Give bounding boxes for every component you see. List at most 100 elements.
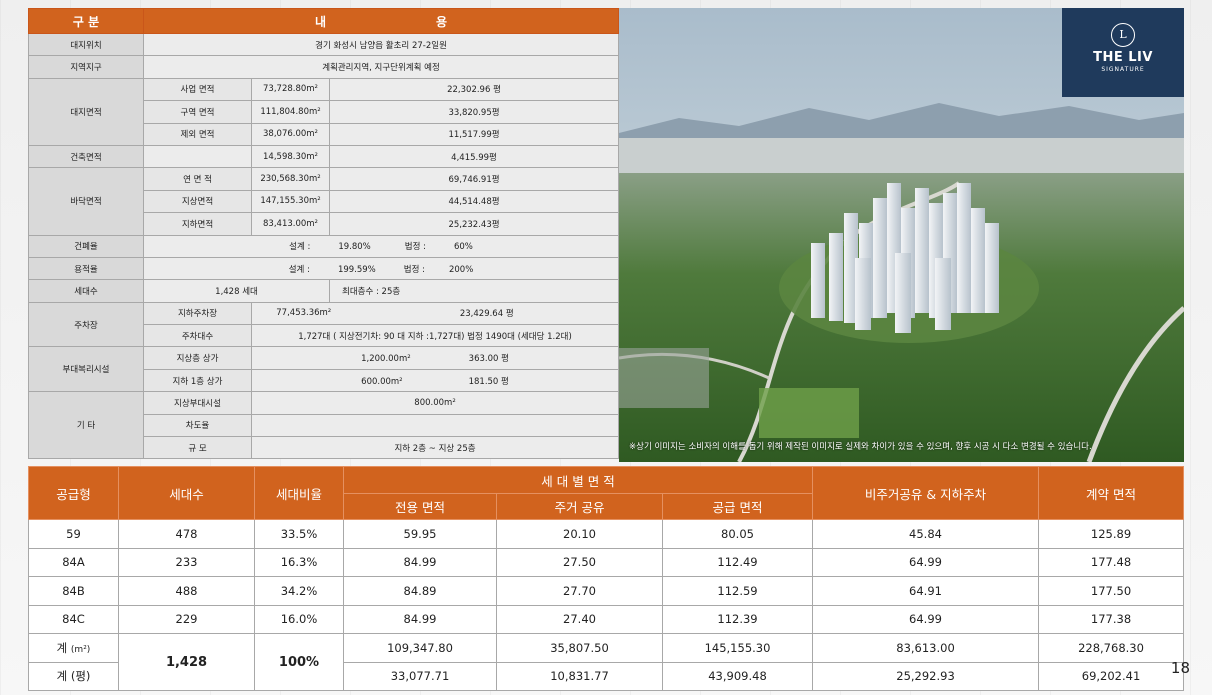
cell-common: 20.10 bbox=[496, 519, 663, 549]
cell-type: 84A bbox=[28, 547, 119, 577]
welfare-py: 363.00 평 bbox=[468, 354, 509, 365]
etc-value: 지하 2층 ~ 지상 25층 bbox=[250, 436, 620, 460]
row-parking-1: 주차장 지하주차장 77,453.36m² 23,429.64 평 bbox=[28, 301, 620, 348]
header-category: 구 분 bbox=[28, 8, 144, 34]
header-unit-area: 세 대 별 면 적 bbox=[342, 466, 814, 494]
cell-exclusive: 84.99 bbox=[343, 547, 497, 577]
table-row-total-py: 계 (평) 33,077.71 10,831.77 43,909.48 25,2… bbox=[28, 661, 1185, 691]
image-disclaimer: ※상기 이미지는 소비자의 이해를 돕기 위해 제작된 이미지로 실제와 차이가… bbox=[629, 442, 1092, 452]
page-number: 18 bbox=[1170, 659, 1190, 677]
row-welfare-2: 지하 1층 상가 600.00m² 181.50 평 bbox=[29, 368, 620, 393]
row-floor-area-1: 바닥면적 연 면 적 230,568.30m² 69,746.91평 bbox=[28, 167, 620, 236]
header-contract-area: 계약 면적 bbox=[1038, 466, 1185, 520]
welfare-values: 1,200.00m² 363.00 평 bbox=[250, 346, 620, 370]
cell-common: 27.70 bbox=[496, 576, 663, 606]
unit-area-table: 공급형 세대수 세대비율 세 대 별 면 적 비주거공유 & 지하주차 계약 면… bbox=[28, 466, 1185, 691]
row-site-area-2: 구역 면적 111,804.80m² 33,820.95평 bbox=[29, 100, 620, 124]
header-supply-type: 공급형 bbox=[28, 466, 119, 520]
cell-total-m2-label: 계 (m²) bbox=[28, 633, 119, 663]
coverage-design-value: 19.80% bbox=[338, 242, 371, 253]
cell-total-common-m2: 35,807.50 bbox=[496, 633, 663, 663]
cell-supply: 80.05 bbox=[661, 519, 814, 549]
unit-table-header-2: 전용 면적 주거 공유 공급 면적 bbox=[29, 493, 1184, 520]
parking-underground-m2: 77,453.36m² bbox=[251, 301, 356, 326]
total-m2-label: 계 bbox=[56, 640, 68, 655]
cell-households: 229 bbox=[118, 604, 255, 634]
cell-contract: 177.38 bbox=[1038, 604, 1185, 634]
cell-total-non-res-py: 25,292.93 bbox=[812, 661, 1040, 691]
header-content-left: 내 bbox=[314, 14, 327, 29]
row-etc-2: 차도율 bbox=[29, 413, 620, 438]
row-zone: 지역지구 계획관리지역, 지구단위계획 예정 bbox=[28, 55, 620, 79]
label-etc: 기 타 bbox=[28, 391, 144, 460]
cell-non-res: 64.91 bbox=[812, 576, 1040, 606]
cell-contract: 177.50 bbox=[1038, 576, 1185, 606]
cell-common: 27.50 bbox=[496, 547, 663, 577]
cell-total-py-label: 계 (평) bbox=[28, 661, 119, 691]
cell-type: 84C bbox=[28, 604, 119, 634]
row-etc-3: 규 모 지하 2층 ~ 지상 25층 bbox=[29, 436, 620, 460]
logo-brand-text: THE LIV bbox=[1093, 50, 1153, 65]
coverage-legal-value: 60% bbox=[453, 242, 473, 253]
cell-non-res: 64.99 bbox=[812, 604, 1040, 634]
cell-total-households: 1,428 bbox=[118, 633, 255, 691]
row-etc-1: 기 타 지상부대시설 800.00m² bbox=[28, 391, 620, 460]
cell-households: 488 bbox=[118, 576, 255, 606]
far-design-value: 199.59% bbox=[337, 264, 376, 275]
welfare-m2: 1,200.00m² bbox=[361, 354, 411, 365]
site-area-py: 33,820.95평 bbox=[328, 100, 620, 124]
floor-area-name: 지하면적 bbox=[143, 212, 252, 236]
cell-total-non-res-m2: 83,613.00 bbox=[812, 633, 1040, 663]
cell-type: 84B bbox=[28, 576, 119, 606]
welfare-name: 지하 1층 상가 bbox=[143, 368, 252, 393]
logo-mark-icon: L bbox=[1111, 23, 1135, 47]
label-households: 세대수 bbox=[28, 279, 144, 303]
cell-exclusive: 84.89 bbox=[343, 576, 497, 606]
value-households: 1,428 세대 bbox=[143, 279, 330, 303]
label-coverage: 건폐율 bbox=[28, 234, 144, 258]
label-far: 용적율 bbox=[28, 256, 144, 281]
cell-ratio: 34.2% bbox=[254, 576, 344, 606]
cell-common: 27.40 bbox=[496, 604, 663, 634]
welfare-m2: 600.00m² bbox=[361, 376, 403, 387]
logo-sub-text: SIGNATURE bbox=[1101, 66, 1145, 73]
header-supply-area: 공급 면적 bbox=[661, 493, 814, 520]
cell-total-contract-py: 69,202.41 bbox=[1038, 661, 1185, 691]
site-area-m2: 111,804.80m² bbox=[251, 100, 330, 124]
floor-area-py: 25,232.43평 bbox=[328, 212, 620, 236]
welfare-py: 181.50 평 bbox=[468, 376, 509, 387]
cell-total-ratio: 100% bbox=[254, 633, 344, 691]
cell-total-supply-m2: 145,155.30 bbox=[661, 633, 814, 663]
far-design-label: 설계 : bbox=[288, 264, 310, 275]
label-location: 대지위치 bbox=[28, 32, 144, 57]
header-non-residential: 비주거공유 & 지하주차 bbox=[812, 466, 1040, 520]
label-site-area: 대지면적 bbox=[28, 77, 144, 146]
row-building-area: 건축면적 14,598.30m² 4,415.99평 bbox=[28, 144, 620, 169]
row-far: 용적율 설계 : 199.59% 법정 : 200% bbox=[28, 256, 620, 281]
cell-contract: 177.48 bbox=[1038, 547, 1185, 577]
cell-supply: 112.39 bbox=[661, 604, 814, 634]
parking-count-name: 주차대수 bbox=[143, 324, 252, 348]
cell-total-contract-m2: 228,768.30 bbox=[1038, 633, 1185, 663]
cell-ratio: 33.5% bbox=[254, 519, 344, 549]
cell-supply: 112.59 bbox=[661, 576, 814, 606]
etc-name: 지상부대시설 bbox=[143, 391, 252, 415]
floor-area-name: 지상면적 bbox=[143, 189, 252, 214]
etc-value bbox=[250, 413, 620, 438]
floor-area-py: 44,514.48평 bbox=[328, 189, 620, 214]
floor-area-name: 연 면 적 bbox=[143, 167, 252, 191]
header-content-right: 용 bbox=[436, 14, 448, 29]
welfare-name: 지상층 상가 bbox=[143, 346, 252, 370]
cell-total-exclusive-m2: 109,347.80 bbox=[343, 633, 497, 663]
cell-non-res: 45.84 bbox=[812, 519, 1040, 549]
etc-name: 차도율 bbox=[143, 413, 252, 438]
header-ratio: 세대비율 bbox=[254, 466, 344, 520]
site-area-py: 22,302.96 평 bbox=[328, 77, 620, 102]
row-parking-2: 주차대수 1,727대 ( 지상전기차: 90 대 지하 :1,727대) 법정… bbox=[29, 324, 620, 348]
total-m2-unit: (m²) bbox=[70, 644, 91, 655]
etc-name: 규 모 bbox=[143, 436, 252, 460]
label-floor-area: 바닥면적 bbox=[28, 167, 144, 236]
row-floor-area-2: 지상면적 147,155.30m² 44,514.48평 bbox=[29, 189, 620, 214]
